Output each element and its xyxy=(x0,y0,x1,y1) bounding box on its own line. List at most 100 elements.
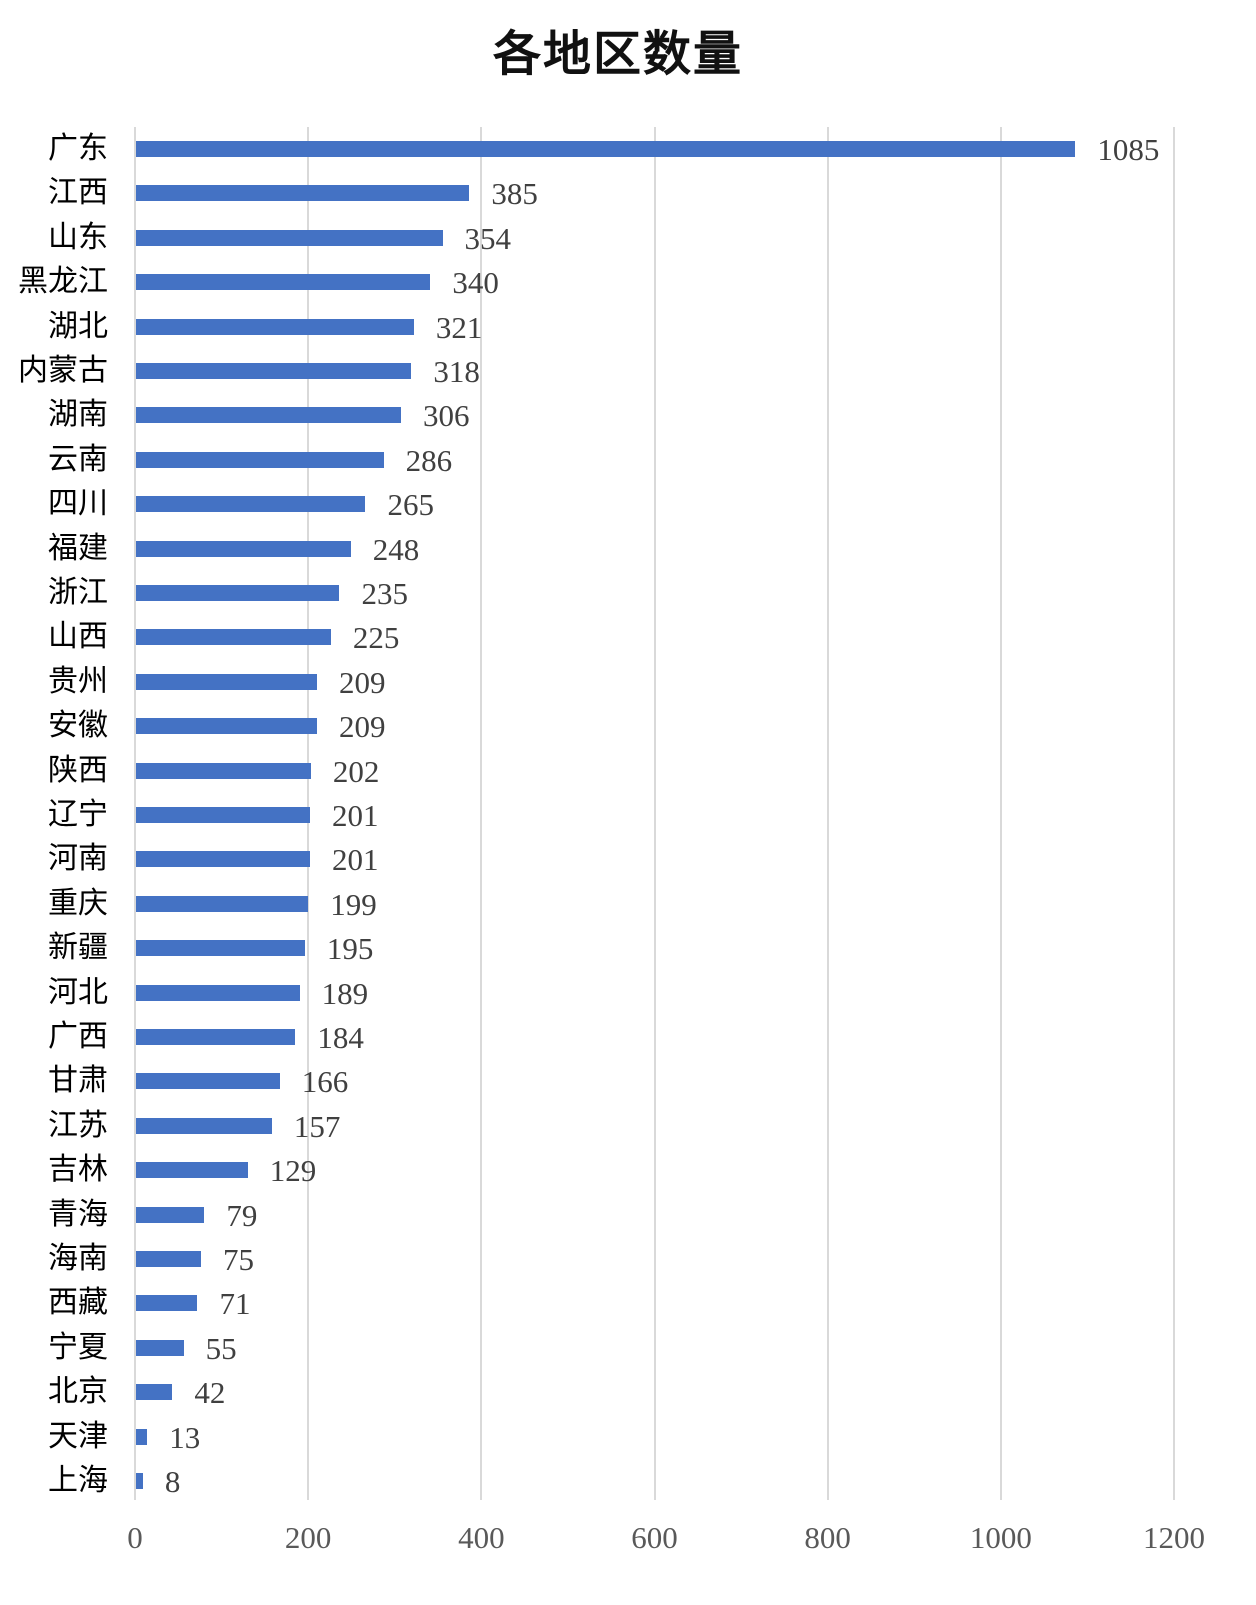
bar-row: 山东 354 xyxy=(0,216,1256,260)
category-label: 青海 xyxy=(48,1196,108,1232)
category-label: 重庆 xyxy=(48,885,108,921)
bar-row: 黑龙江 340 xyxy=(0,260,1256,304)
data-value-label: 225 xyxy=(352,620,400,656)
category-label: 河南 xyxy=(48,841,108,877)
bar xyxy=(136,407,401,424)
x-axis-tick-label: 1000 xyxy=(969,1520,1032,1555)
bar-row: 天津 13 xyxy=(0,1415,1256,1459)
category-label: 山东 xyxy=(48,219,108,255)
bar-row: 重庆 199 xyxy=(0,882,1256,926)
bar-row: 江西 385 xyxy=(0,171,1256,215)
bar-row: 湖北 321 xyxy=(0,305,1256,349)
data-value-label: 189 xyxy=(321,975,369,1011)
bar-row: 北京 42 xyxy=(0,1370,1256,1414)
category-label: 黑龙江 xyxy=(18,264,108,300)
bar-row: 上海 8 xyxy=(0,1459,1256,1503)
bar xyxy=(136,718,317,735)
category-label: 河北 xyxy=(48,974,108,1010)
data-value-label: 286 xyxy=(405,442,453,478)
data-value-label: 129 xyxy=(269,1153,317,1189)
category-label: 浙江 xyxy=(48,575,108,610)
category-label: 福建 xyxy=(48,530,108,566)
bar xyxy=(136,629,331,646)
bar xyxy=(136,185,470,202)
bar-row: 广西 184 xyxy=(0,1015,1256,1059)
bar-row: 江苏 157 xyxy=(0,1104,1256,1148)
bar-row: 安徽 209 xyxy=(0,704,1256,748)
data-value-label: 75 xyxy=(222,1242,254,1277)
x-axis-tick-label: 1200 xyxy=(1143,1520,1205,1555)
data-value-label: 1085 xyxy=(1097,132,1160,167)
bar xyxy=(136,540,351,557)
bar xyxy=(136,1295,198,1312)
category-label: 天津 xyxy=(48,1418,108,1454)
bar-row: 辽宁 201 xyxy=(0,793,1256,837)
category-label: 云南 xyxy=(48,441,108,477)
bar-row: 内蒙古 318 xyxy=(0,349,1256,393)
data-value-label: 195 xyxy=(326,931,374,967)
bar-row: 吉林 129 xyxy=(0,1148,1256,1192)
bar-row: 海南 75 xyxy=(0,1237,1256,1281)
data-value-label: 79 xyxy=(226,1197,258,1233)
gridline xyxy=(826,127,829,1500)
category-label: 北京 xyxy=(48,1374,108,1410)
data-value-label: 55 xyxy=(205,1330,237,1366)
x-axis-tick-label: 200 xyxy=(284,1520,332,1555)
data-value-label: 265 xyxy=(387,487,434,523)
bar xyxy=(136,585,340,601)
data-value-label: 201 xyxy=(332,798,379,833)
bar xyxy=(136,496,366,513)
chart-title: 各地区数量 xyxy=(492,26,743,82)
data-value-label: 184 xyxy=(317,1020,364,1055)
data-value-label: 157 xyxy=(293,1108,341,1144)
bar xyxy=(136,363,412,379)
data-value-label: 202 xyxy=(332,753,380,789)
bar-row: 河南 201 xyxy=(0,837,1256,881)
bar xyxy=(136,940,305,957)
bar xyxy=(136,1428,148,1445)
category-label: 江苏 xyxy=(48,1107,108,1143)
bar xyxy=(136,851,311,868)
bar xyxy=(136,1473,143,1489)
data-value-label: 8 xyxy=(164,1464,181,1499)
data-value-label: 306 xyxy=(422,398,470,434)
x-axis-tick-label: 600 xyxy=(631,1520,678,1555)
data-value-label: 318 xyxy=(433,354,480,389)
category-label: 甘肃 xyxy=(48,1063,108,1099)
category-label: 陕西 xyxy=(48,752,108,788)
bar xyxy=(136,673,317,690)
data-value-label: 166 xyxy=(301,1064,349,1100)
category-label: 吉林 xyxy=(48,1152,108,1188)
bar xyxy=(136,451,384,468)
data-value-label: 42 xyxy=(194,1375,226,1411)
bar-row: 宁夏 55 xyxy=(0,1326,1256,1370)
category-label: 贵州 xyxy=(48,663,108,699)
bar xyxy=(136,984,300,1001)
bar-row: 广东 1085 xyxy=(0,127,1256,171)
bar-row: 浙江 235 xyxy=(0,571,1256,615)
bar xyxy=(136,1206,205,1223)
data-value-label: 13 xyxy=(169,1419,201,1455)
bar xyxy=(136,1029,296,1045)
category-label: 辽宁 xyxy=(48,797,108,832)
bar-row: 云南 286 xyxy=(0,438,1256,482)
bar xyxy=(136,807,311,823)
bar xyxy=(136,141,1076,157)
bar-row: 甘肃 166 xyxy=(0,1059,1256,1103)
bar xyxy=(136,1162,248,1179)
category-label: 广东 xyxy=(48,131,108,166)
data-value-label: 340 xyxy=(452,265,499,301)
bar xyxy=(136,895,309,912)
data-value-label: 235 xyxy=(361,576,408,611)
category-label: 西藏 xyxy=(48,1285,108,1321)
gridline xyxy=(134,127,136,1500)
category-label: 湖北 xyxy=(48,308,108,344)
category-label: 四川 xyxy=(48,486,108,522)
gridline xyxy=(480,127,483,1500)
bar xyxy=(136,1117,272,1134)
data-value-label: 209 xyxy=(338,664,386,700)
category-label: 山西 xyxy=(48,619,108,655)
bar-row: 陕西 202 xyxy=(0,749,1256,793)
bar-row: 西藏 71 xyxy=(0,1281,1256,1325)
bar xyxy=(136,1251,201,1267)
